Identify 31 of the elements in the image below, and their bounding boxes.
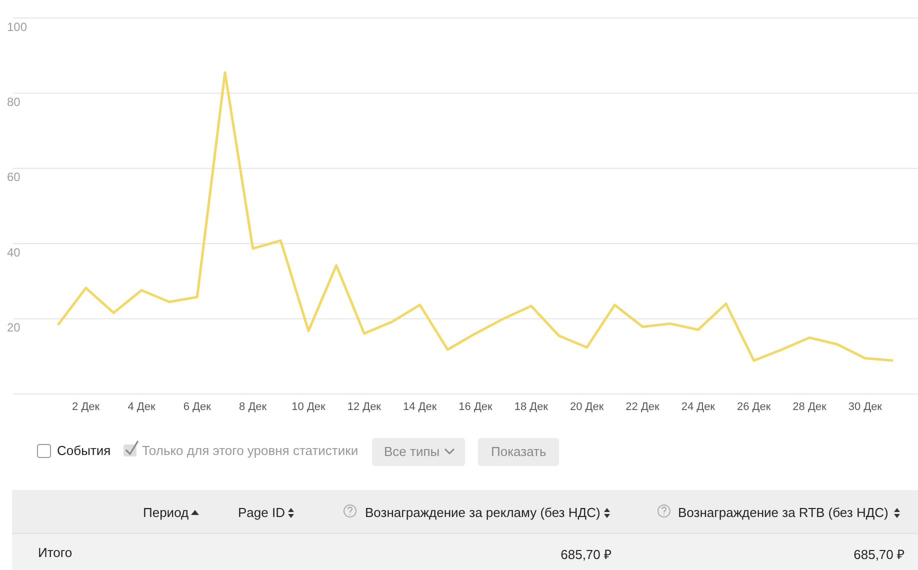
text: Page ID bbox=[238, 505, 285, 520]
x-tick-label: 10 Дек bbox=[292, 400, 326, 413]
text: Все типы bbox=[384, 444, 440, 459]
text: Показать bbox=[491, 444, 546, 459]
text: Вознаграждение за рекламу (без НДС) bbox=[365, 505, 600, 520]
y-tick-label: 100 bbox=[7, 20, 28, 34]
text: Вознаграждение за RTB (без НДС) bbox=[678, 505, 888, 520]
x-tick-label: 18 Дек bbox=[514, 400, 548, 413]
x-tick-label: 30 Дек bbox=[848, 400, 882, 413]
text: Итого bbox=[38, 545, 72, 560]
x-tick-label: 12 Дек bbox=[347, 400, 382, 413]
y-tick-label: 60 bbox=[7, 170, 21, 184]
y-tick-label: 20 bbox=[7, 320, 21, 335]
x-tick-label: 8 Дек bbox=[239, 400, 267, 413]
text: Только для этого уровня статистики bbox=[142, 443, 358, 458]
x-tick-label: 26 Дек bbox=[736, 400, 771, 413]
x-tick-label: 14 Дек bbox=[402, 400, 437, 413]
y-tick-label: 80 bbox=[7, 94, 21, 109]
x-tick-label: 28 Дек bbox=[792, 400, 827, 413]
x-tick-label: 20 Дек bbox=[570, 400, 604, 413]
x-tick-label: 22 Дек bbox=[626, 400, 660, 413]
text: 685,70 ₽ bbox=[854, 546, 905, 563]
text: События bbox=[57, 443, 111, 458]
x-tick-label: 2 Дек bbox=[72, 400, 100, 413]
x-tick-label: 24 Дек bbox=[681, 400, 716, 413]
text: 685,70 ₽ bbox=[560, 546, 612, 563]
x-tick-label: 6 Дек bbox=[183, 400, 212, 413]
text: Период bbox=[143, 505, 189, 520]
x-tick-label: 4 Дек bbox=[128, 400, 156, 413]
y-tick-label: 40 bbox=[7, 245, 21, 260]
x-tick-label: 16 Дек bbox=[458, 400, 493, 413]
